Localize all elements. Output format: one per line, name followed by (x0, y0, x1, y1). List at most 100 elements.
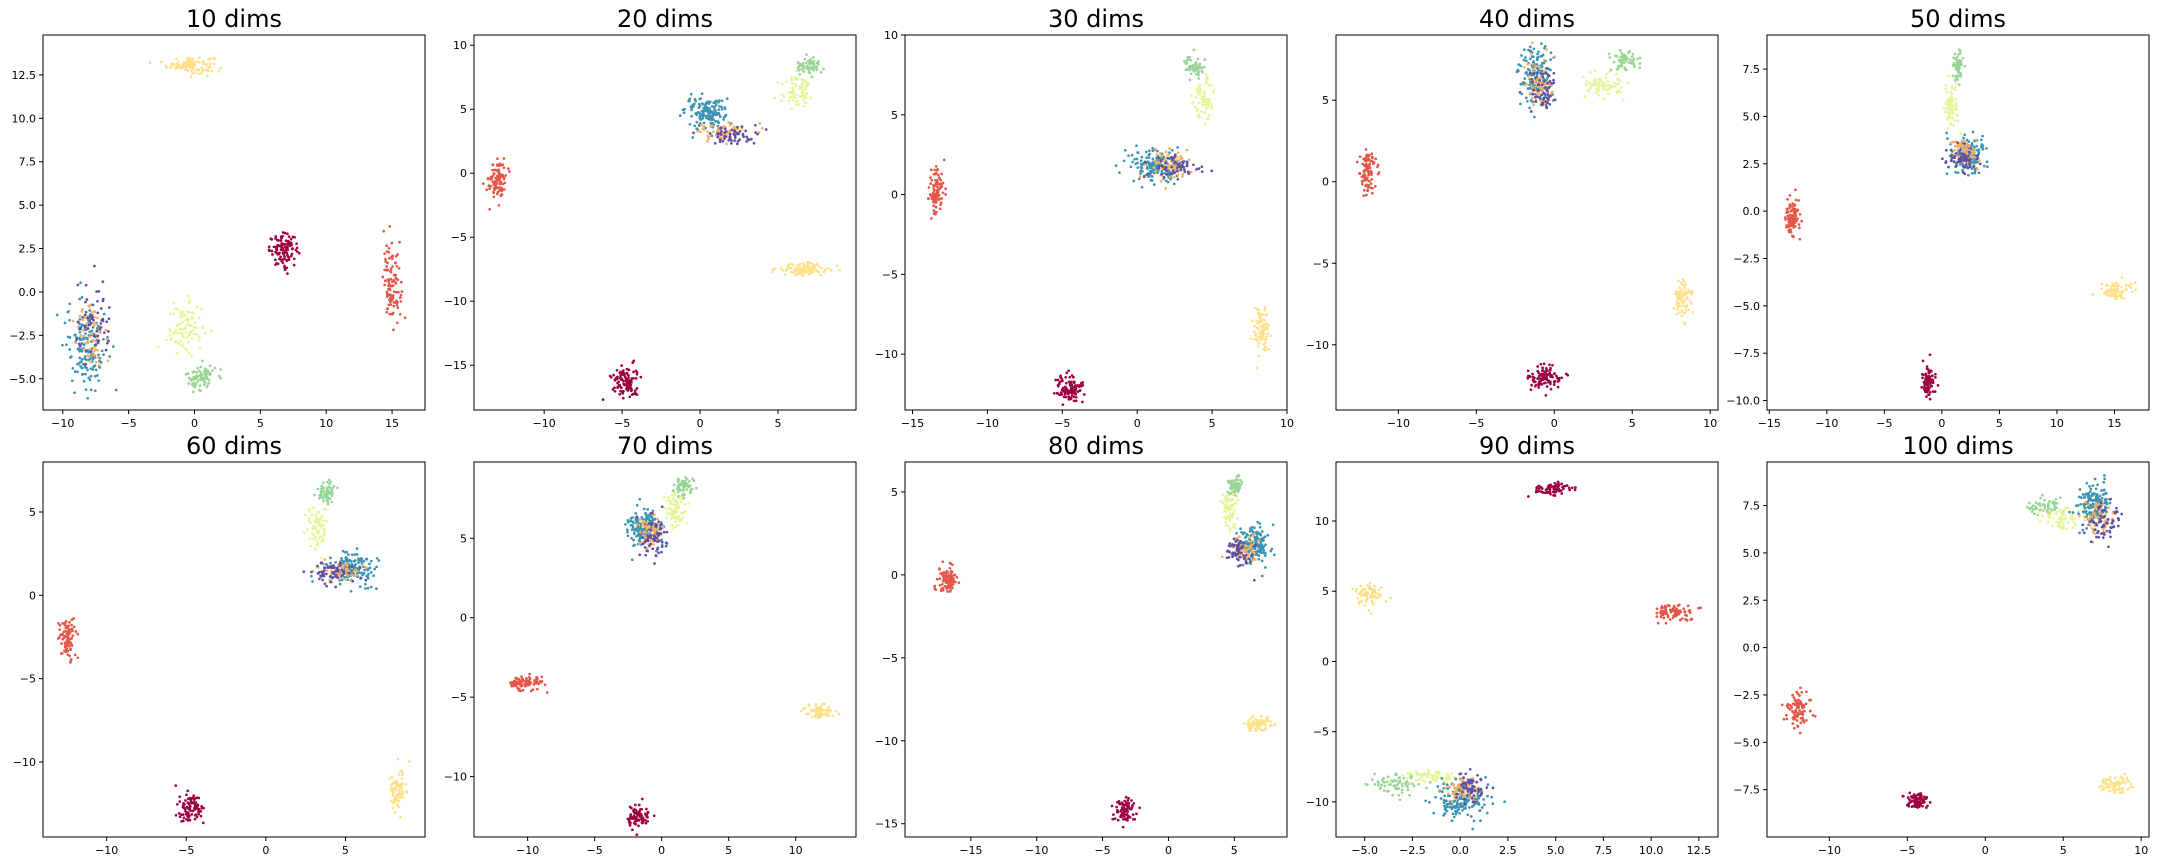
scatter-point (208, 371, 211, 375)
scatter-point (716, 135, 720, 139)
scatter-point (392, 279, 396, 283)
scatter-point (756, 132, 759, 136)
scatter-point (796, 272, 800, 275)
scatter-point (280, 241, 284, 245)
scatter-point (97, 324, 100, 328)
scatter-point (1946, 103, 1950, 107)
scatter-point (1264, 322, 1268, 326)
scatter-point (201, 69, 204, 73)
scatter-point (521, 688, 525, 692)
scatter-point (193, 806, 196, 810)
scatter-point (1951, 74, 1955, 78)
scatter-point (1545, 66, 1549, 70)
scatter-point (315, 521, 319, 525)
x-tick-label: 10 (319, 417, 333, 430)
scatter-point (1682, 304, 1685, 307)
scatter-point (1362, 169, 1366, 173)
scatter-point (198, 369, 201, 373)
scatter-point (776, 81, 779, 85)
scatter-point (325, 562, 328, 566)
scatter-point (325, 584, 328, 588)
scatter-point (388, 777, 392, 780)
scatter-point (1539, 72, 1543, 76)
scatter-point (720, 105, 723, 109)
scatter-point (1950, 156, 1954, 160)
scatter-point (1684, 283, 1687, 287)
scatter-point (96, 348, 99, 352)
scatter-point (2102, 292, 2106, 296)
scatter-point (1536, 377, 1539, 380)
scatter-point (363, 568, 366, 572)
scatter-point (192, 325, 196, 329)
scatter-point (1527, 75, 1531, 78)
scatter-point (1144, 150, 1148, 154)
scatter-point (187, 340, 191, 344)
scatter-point (394, 794, 398, 798)
scatter-point (808, 62, 812, 66)
scatter-point (387, 250, 391, 254)
scatter-point (181, 314, 185, 317)
scatter-point (498, 176, 502, 180)
scatter-point (320, 488, 324, 492)
scatter-point (538, 680, 542, 683)
x-tick-label: 5 (1996, 417, 2003, 430)
scatter-point (1067, 369, 1070, 373)
scatter-point (199, 814, 203, 818)
scatter-point (199, 376, 203, 380)
scatter-point (940, 197, 944, 200)
scatter-point (1175, 169, 1179, 173)
scatter-point (1261, 313, 1265, 317)
scatter-point (822, 67, 825, 71)
scatter-point (393, 811, 397, 815)
scatter-point (61, 622, 64, 625)
scatter-point (1197, 167, 1201, 170)
scatter-point (635, 819, 639, 823)
scatter-point (1971, 156, 1974, 159)
scatter-point (1607, 84, 1611, 87)
scatter-point (632, 392, 635, 396)
scatter-point (796, 66, 800, 70)
scatter-point (707, 135, 711, 139)
scatter-point (387, 246, 391, 250)
scatter-point (927, 197, 930, 201)
scatter-point (651, 543, 655, 546)
y-tick-label: 5.0 (19, 199, 37, 212)
scatter-point (702, 124, 706, 128)
scatter-point (334, 569, 338, 573)
scatter-point (93, 310, 96, 313)
scatter-point (502, 157, 506, 160)
x-tick-label: 15 (385, 417, 399, 430)
scatter-point (95, 290, 98, 293)
scatter-point (1531, 67, 1535, 71)
scatter-point (616, 375, 619, 379)
scatter-point (638, 497, 642, 501)
scatter-point (98, 363, 101, 367)
scatter-point (942, 158, 946, 162)
scatter-point (620, 378, 624, 381)
scatter-point (801, 274, 805, 277)
scatter-point (391, 793, 395, 797)
scatter-point (322, 530, 326, 534)
scatter-point (1929, 369, 1933, 373)
scatter-point (1928, 375, 1931, 378)
scatter-point (834, 709, 837, 713)
scatter-point (757, 131, 761, 134)
scatter-point (1797, 199, 1800, 202)
scatter-point (723, 127, 727, 131)
scatter-point (398, 296, 402, 300)
scatter-point (1145, 165, 1149, 169)
scatter-point (64, 635, 68, 639)
scatter-point (838, 268, 842, 272)
scatter-point (1959, 148, 1962, 151)
scatter-points (481, 53, 842, 401)
scatter-point (1151, 149, 1155, 153)
scatter-point (613, 378, 617, 382)
scatter-point (524, 681, 528, 684)
scatter-point (678, 488, 682, 492)
x-tick-label: 10 (2050, 417, 2064, 430)
scatter-point (1975, 144, 1979, 148)
scatter-point (329, 561, 332, 565)
scatter-point (2109, 285, 2113, 288)
scatter-point (1688, 299, 1692, 303)
scatter-point (1973, 148, 1977, 151)
